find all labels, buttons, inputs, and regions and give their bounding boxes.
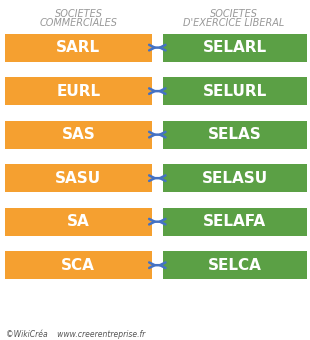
Text: SELAS: SELAS (208, 127, 262, 142)
Text: SAS: SAS (61, 127, 95, 142)
Text: EURL: EURL (56, 84, 100, 99)
Text: SOCIETES: SOCIETES (55, 8, 103, 19)
FancyBboxPatch shape (163, 34, 307, 62)
FancyBboxPatch shape (163, 251, 307, 279)
FancyBboxPatch shape (5, 164, 152, 192)
Text: SARL: SARL (56, 40, 100, 55)
Text: ©WikiCréa    www.creerentreprise.fr: ©WikiCréa www.creerentreprise.fr (6, 329, 145, 339)
Text: SELARL: SELARL (203, 40, 267, 55)
FancyBboxPatch shape (5, 34, 152, 62)
FancyBboxPatch shape (163, 77, 307, 105)
Text: SELAFA: SELAFA (203, 214, 266, 229)
FancyBboxPatch shape (5, 121, 152, 149)
FancyBboxPatch shape (163, 164, 307, 192)
Text: SELCA: SELCA (208, 258, 262, 273)
FancyBboxPatch shape (163, 121, 307, 149)
Text: COMMERCIALES: COMMERCIALES (40, 18, 118, 28)
Text: SOCIETES: SOCIETES (210, 8, 258, 19)
FancyBboxPatch shape (163, 208, 307, 236)
Text: SCA: SCA (61, 258, 95, 273)
Text: SELASU: SELASU (202, 171, 268, 186)
FancyBboxPatch shape (5, 208, 152, 236)
Text: SA: SA (67, 214, 90, 229)
FancyBboxPatch shape (5, 251, 152, 279)
FancyBboxPatch shape (5, 77, 152, 105)
Text: SASU: SASU (55, 171, 101, 186)
Text: D'EXERCICE LIBERAL: D'EXERCICE LIBERAL (184, 18, 285, 28)
Text: SELURL: SELURL (203, 84, 267, 99)
